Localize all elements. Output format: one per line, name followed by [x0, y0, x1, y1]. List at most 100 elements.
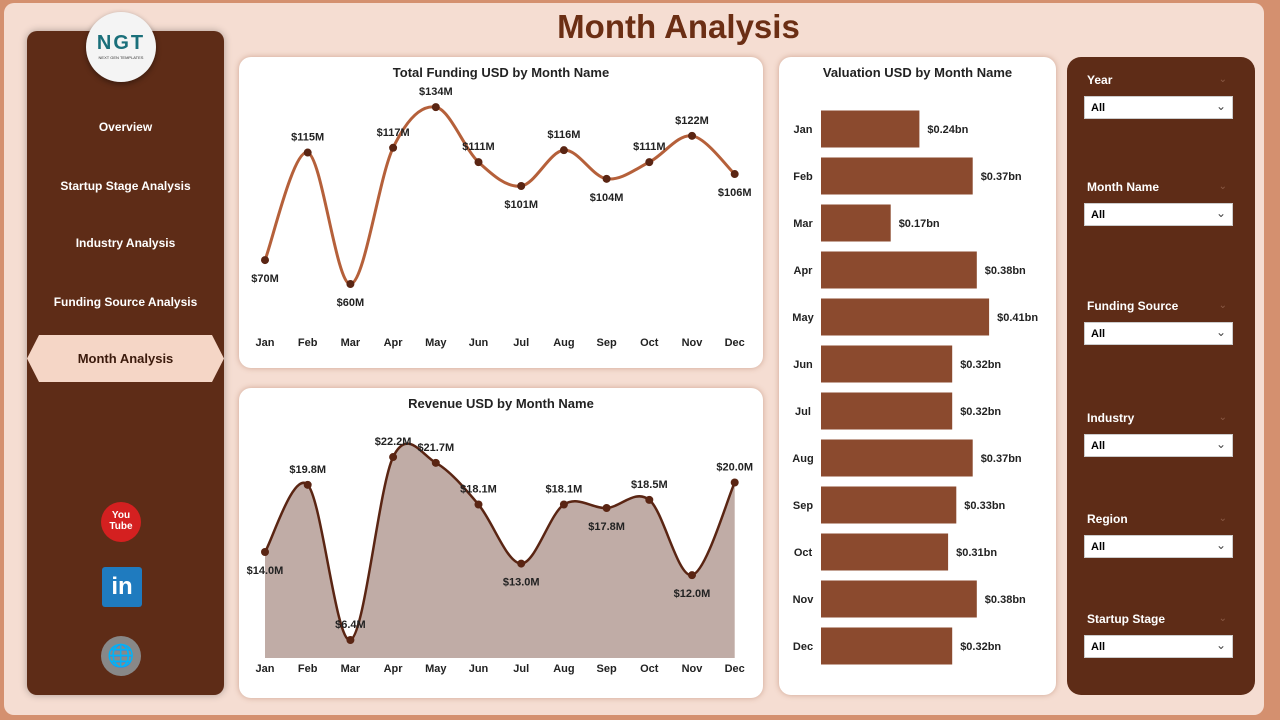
data-label: $19.8M: [289, 464, 326, 476]
data-point: [431, 103, 440, 112]
y-tick-label: Apr: [794, 265, 814, 277]
chevron-down-icon: ⌄: [1215, 538, 1226, 552]
data-point: [474, 158, 483, 167]
x-tick-label: Sep: [597, 663, 617, 675]
filter-value: All: [1091, 328, 1106, 340]
chevron-down-icon: ⌄: [1215, 638, 1226, 652]
data-label: $17.8M: [588, 521, 625, 533]
data-label: $122M: [675, 115, 709, 127]
valuation-chart-title: Valuation USD by Month Name: [822, 65, 1013, 80]
data-label: $14.0M: [247, 565, 284, 577]
data-point: [389, 453, 398, 462]
x-tick-label: Dec: [725, 337, 745, 349]
globe-icon[interactable]: 🌐: [101, 636, 141, 676]
x-tick-label: Jun: [469, 337, 489, 349]
funding-chart-card: Total Funding USD by Month Name $70M Jan $…: [239, 57, 763, 368]
data-point: [346, 280, 355, 288]
y-tick-label: May: [792, 312, 814, 324]
data-point: [261, 256, 269, 265]
data-label: $111M: [462, 141, 494, 153]
filter-collapse-chevron-icon[interactable]: ⌄: [1218, 613, 1227, 624]
data-label: $0.33bn: [964, 500, 1005, 512]
funding-line-chart: $70M Jan $115M Feb $60M Mar $117M Apr $134M May $1…: [251, 86, 752, 349]
bar: [821, 627, 953, 665]
filter-collapse-chevron-icon[interactable]: ⌄: [1218, 300, 1227, 311]
filter-collapse-chevron-icon[interactable]: ⌄: [1218, 181, 1227, 192]
filter-dropdown[interactable]: All ⌄: [1084, 635, 1233, 658]
nav-industry-analysis[interactable]: Industry Analysis: [75, 236, 176, 250]
x-tick-label: Oct: [640, 663, 659, 675]
filter-dropdown[interactable]: All ⌄: [1084, 322, 1233, 345]
data-label: $0.37bn: [981, 171, 1022, 183]
filter-collapse-chevron-icon[interactable]: ⌄: [1218, 513, 1227, 524]
data-label: $0.38bn: [985, 265, 1026, 277]
data-label: $60M: [337, 297, 365, 309]
data-label: $18.1M: [460, 484, 497, 496]
data-label: $111M: [633, 141, 665, 153]
filter-collapse-chevron-icon[interactable]: ⌄: [1218, 74, 1227, 85]
data-point: [559, 500, 568, 509]
youtube-icon[interactable]: You Tube: [101, 502, 141, 542]
y-tick-label: Jan: [794, 124, 813, 136]
logo-text: NGT: [96, 32, 146, 54]
data-point: [730, 170, 739, 179]
filter-value: All: [1091, 440, 1106, 452]
data-label: $106M: [718, 187, 752, 199]
x-tick-label: Sep: [597, 337, 617, 349]
bar: [821, 486, 957, 524]
x-tick-label: Dec: [725, 663, 745, 675]
nav-funding-source-analysis[interactable]: Funding Source Analysis: [53, 295, 198, 309]
filter-dropdown[interactable]: All ⌄: [1084, 96, 1233, 119]
bar: [821, 204, 891, 242]
x-tick-label: Feb: [298, 663, 318, 675]
filter-dropdown[interactable]: All ⌄: [1084, 203, 1233, 226]
filter-label: Industry: [1087, 411, 1135, 425]
funding-chart-title: Total Funding USD by Month Name: [392, 65, 610, 80]
bar: [821, 580, 977, 618]
logo-subtext: NEXT GEN TEMPLATES: [98, 55, 144, 60]
data-label: $117M: [377, 127, 410, 139]
data-point: [303, 480, 312, 489]
data-point: [602, 503, 611, 512]
series-line: [263, 105, 736, 286]
filter-label: Month Name: [1087, 180, 1159, 194]
nav-month-analysis[interactable]: Month Analysis: [27, 335, 224, 382]
nav-overview[interactable]: Overview: [98, 120, 153, 134]
chevron-down-icon: ⌄: [1215, 437, 1226, 451]
data-label: $101M: [504, 199, 538, 211]
filter-collapse-chevron-icon[interactable]: ⌄: [1218, 412, 1227, 423]
y-tick-label: Sep: [793, 500, 813, 512]
data-point: [688, 571, 696, 580]
x-tick-label: Jan: [256, 337, 275, 349]
filter-value: All: [1091, 102, 1106, 114]
filter-label: Year: [1087, 73, 1113, 87]
bar: [821, 533, 949, 571]
data-label: $0.32bn: [960, 641, 1001, 653]
filter-dropdown[interactable]: All ⌄: [1084, 434, 1233, 457]
chevron-down-icon: ⌄: [1215, 99, 1226, 113]
data-point: [517, 559, 526, 568]
x-tick-label: Mar: [341, 337, 361, 349]
x-tick-label: Oct: [640, 337, 659, 349]
data-point: [645, 158, 654, 167]
filter-label: Region: [1087, 512, 1128, 526]
y-tick-label: Oct: [794, 547, 813, 559]
data-point: [559, 146, 568, 155]
revenue-area-chart: $14.0M Jan $19.8M Feb $6.4M Mar $22.2M Apr $21.7…: [247, 436, 753, 675]
y-tick-label: Aug: [792, 453, 813, 465]
y-tick-label: Feb: [793, 171, 813, 183]
bar: [821, 157, 973, 195]
data-label: $0.41bn: [997, 312, 1038, 324]
filter-dropdown[interactable]: All ⌄: [1084, 535, 1233, 558]
data-label: $0.38bn: [985, 594, 1026, 606]
nav-startup-stage-analysis[interactable]: Startup Stage Analysis: [60, 179, 191, 193]
data-point: [688, 131, 696, 140]
data-label: $18.1M: [546, 484, 583, 496]
linkedin-icon[interactable]: in: [102, 567, 142, 607]
data-point: [602, 174, 611, 183]
data-point: [474, 500, 483, 509]
data-label: $21.7M: [417, 442, 454, 454]
data-point: [645, 495, 654, 504]
x-tick-label: Aug: [553, 337, 574, 349]
data-label: $0.32bn: [960, 406, 1001, 418]
